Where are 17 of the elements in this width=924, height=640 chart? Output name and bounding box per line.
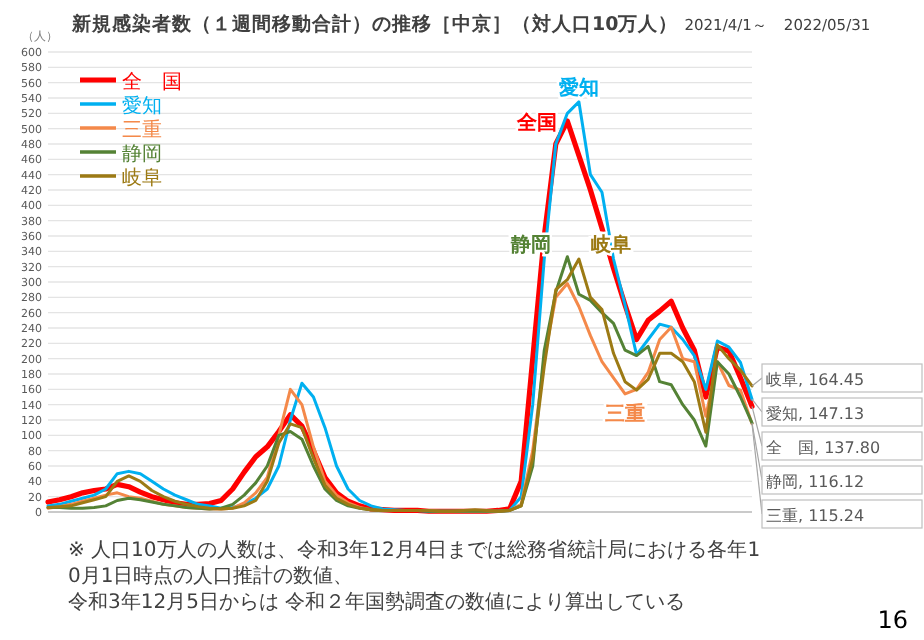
annotation: 愛知 bbox=[558, 75, 599, 100]
text: ※ 人口10万人の人数は、令和3年12月4日までは総務省統計局における各年10月1日時点の人口推計の数値、 bbox=[68, 538, 761, 588]
legend-label: 全 国 bbox=[122, 70, 182, 94]
legend-label: 岐阜 bbox=[122, 166, 162, 190]
legend-label: 愛知 bbox=[122, 94, 162, 118]
annotation: 三重 bbox=[605, 401, 646, 426]
chart-title: 新規感染者数（１週間移動合計）の推移［中京］（対人口10万人） bbox=[72, 14, 679, 36]
text: 16 bbox=[877, 606, 908, 634]
data-label: 全 国, 137.80 bbox=[766, 439, 881, 457]
data-label: 岐阜, 164.45 bbox=[766, 371, 865, 389]
data-label: 三重, 115.24 bbox=[766, 507, 865, 525]
data-label: 愛知, 147.13 bbox=[766, 405, 865, 423]
legend-label: 三重 bbox=[122, 118, 162, 142]
text: 令和3年12月5日からは 令和２年国勢調査の数値により算出している bbox=[68, 590, 686, 614]
legend-label: 静岡 bbox=[122, 142, 162, 166]
annotation: 全国 bbox=[515, 111, 558, 135]
data-label: 静岡, 116.12 bbox=[766, 473, 865, 491]
